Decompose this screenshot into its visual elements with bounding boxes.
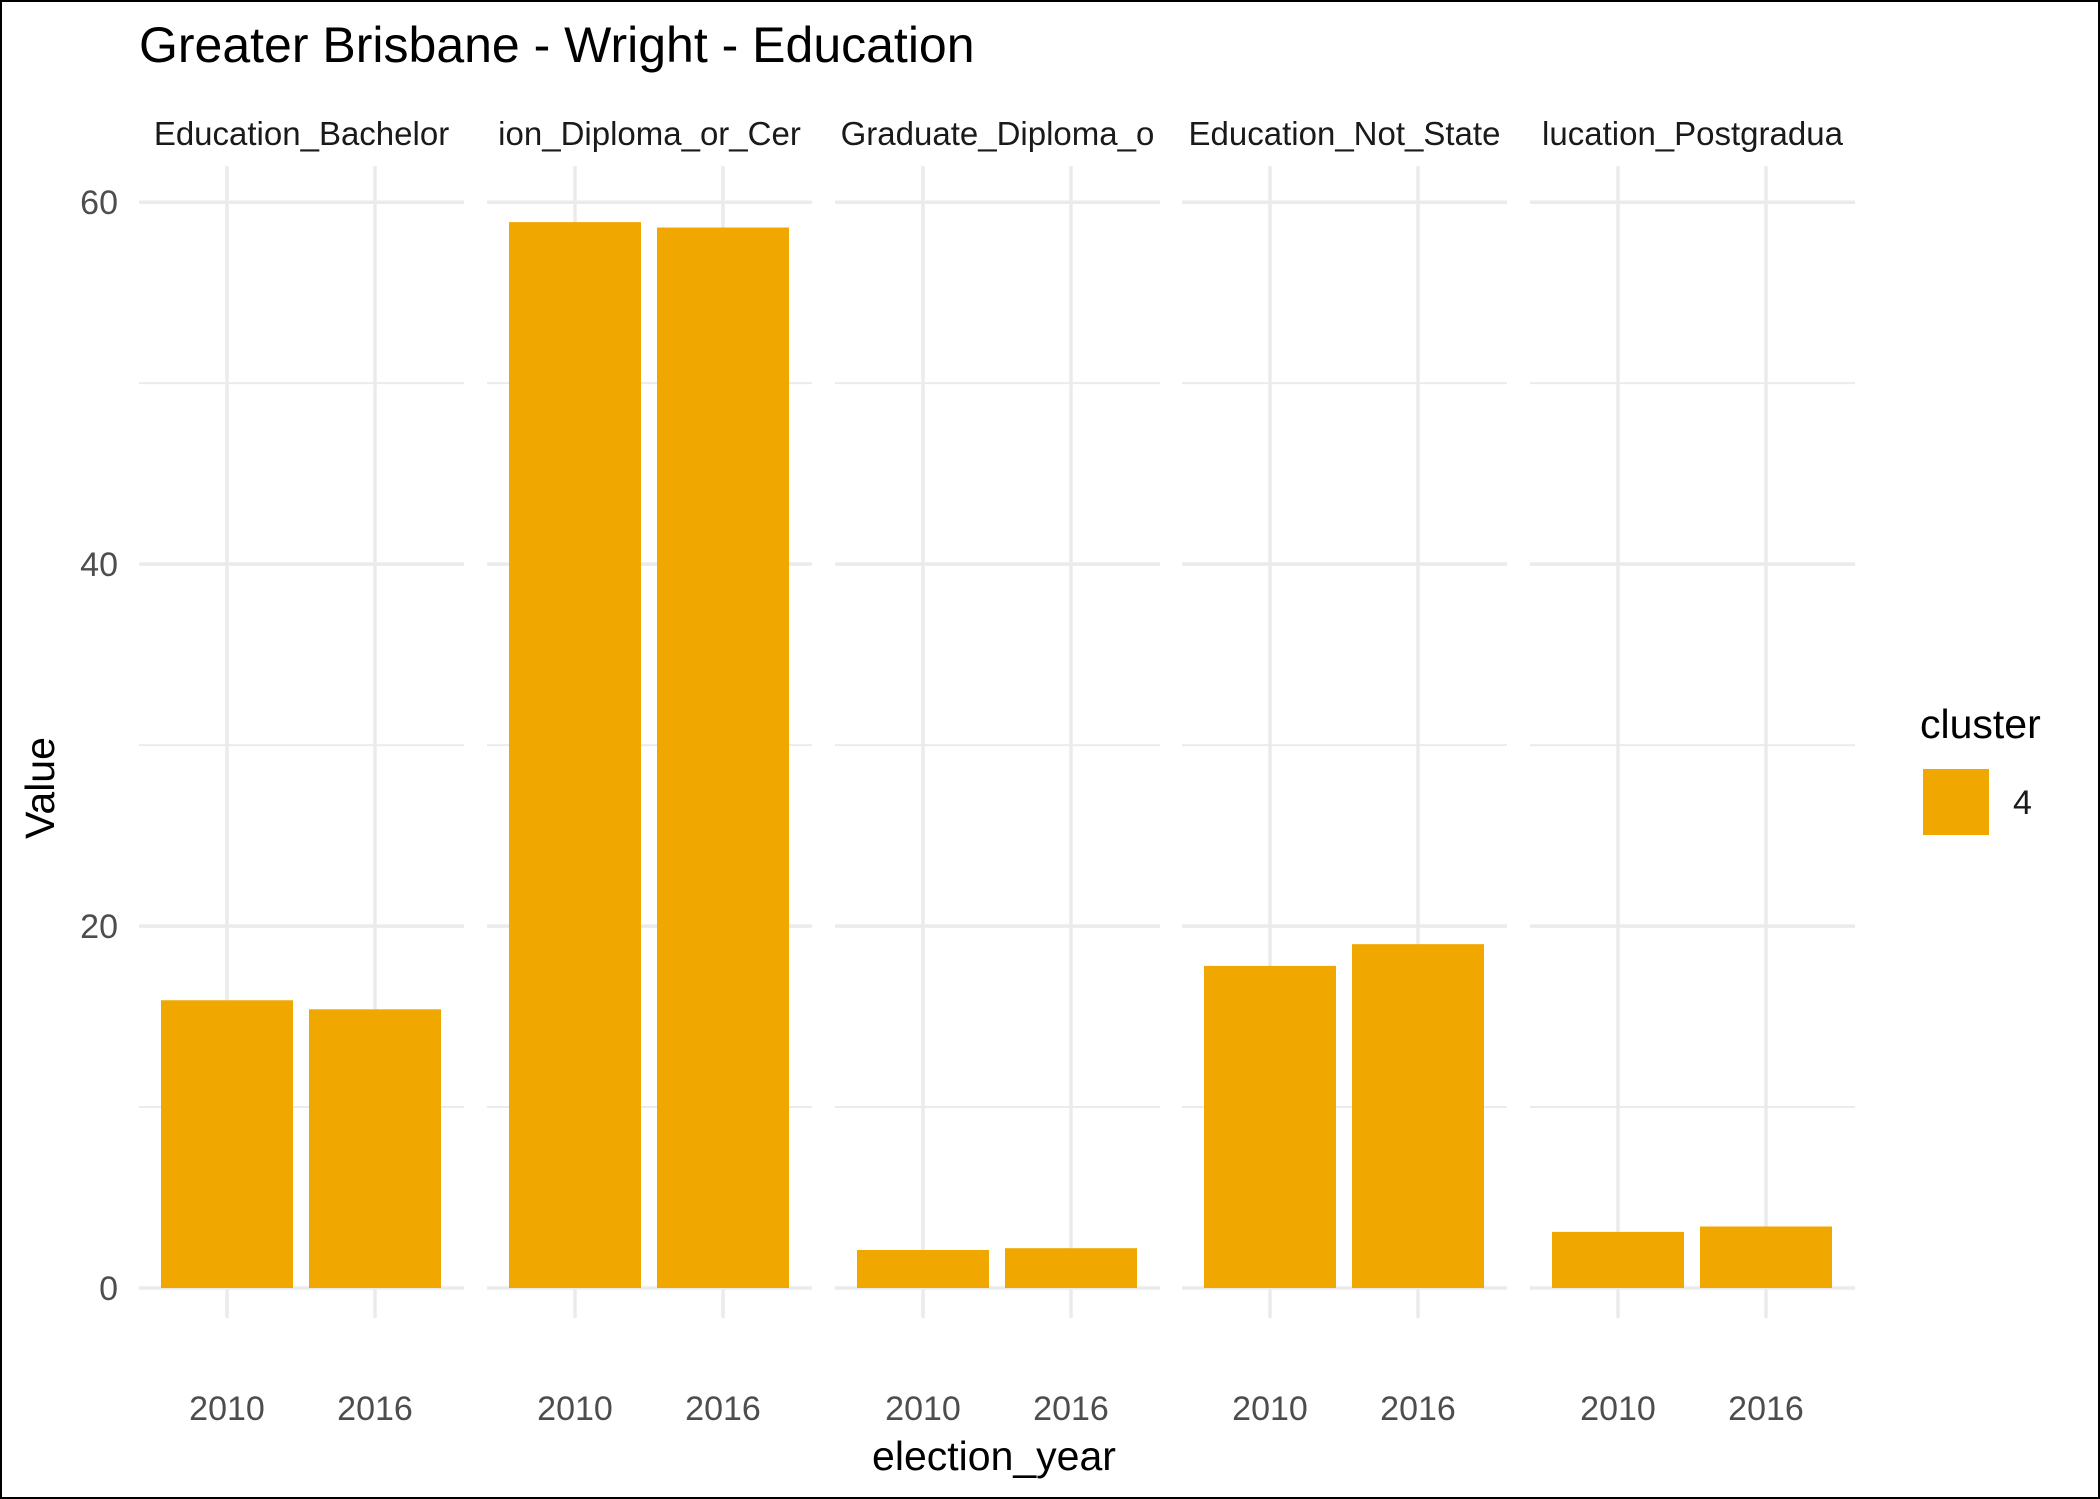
- facet-panel: 2010 2016 lucation_Postgradua: [1530, 115, 1855, 1428]
- x-tick-label: 2016: [337, 1390, 413, 1428]
- facet-strip-label: lucation_Postgradua: [1542, 115, 1844, 152]
- facet-panel: 2010 2016 Education_Bachelor: [139, 115, 464, 1428]
- x-tick-label: 2016: [1033, 1390, 1109, 1428]
- bar-2010: [1204, 965, 1336, 1288]
- y-tick-label: 0: [99, 1270, 118, 1308]
- legend-key-4: [1923, 769, 1989, 835]
- facet-panels: 2010 2016 Education_Bachelor 2010 2016 ion_Di…: [139, 115, 1855, 1428]
- legend-title: cluster: [1920, 701, 2041, 747]
- x-tick-label: 2010: [1580, 1390, 1656, 1428]
- x-tick-label: 2010: [1232, 1390, 1308, 1428]
- facet-panel: 2010 2016 ion_Diploma_or_Cer: [487, 115, 812, 1428]
- y-axis-ticks: 0 20 40 60: [80, 184, 118, 1308]
- x-tick-label: 2016: [685, 1390, 761, 1428]
- legend-label-4: 4: [2013, 784, 2032, 822]
- y-tick-label: 40: [80, 546, 118, 584]
- bar-2016: [1700, 1226, 1832, 1288]
- facet-strip-label: Graduate_Diploma_o: [841, 115, 1155, 152]
- bar-2016: [657, 227, 789, 1288]
- facet-strip-label: ion_Diploma_or_Cer: [498, 115, 801, 152]
- facet-panel: 2010 2016 Graduate_Diploma_o: [835, 115, 1160, 1428]
- bar-2010: [857, 1249, 989, 1288]
- bar-2016: [309, 1009, 441, 1288]
- bar-2010: [1552, 1231, 1684, 1288]
- x-axis-title: election_year: [872, 1433, 1116, 1479]
- y-tick-label: 20: [80, 908, 118, 946]
- x-tick-label: 2010: [885, 1390, 961, 1428]
- facet-strip-label: Education_Not_State: [1189, 115, 1501, 152]
- bar-2016: [1352, 944, 1484, 1288]
- legend: cluster 4: [1920, 701, 2041, 835]
- x-tick-label: 2016: [1380, 1390, 1456, 1428]
- x-tick-label: 2010: [537, 1390, 613, 1428]
- y-axis-title: Value: [17, 737, 63, 839]
- y-tick-label: 60: [80, 184, 118, 222]
- bar-2010: [161, 1000, 293, 1288]
- x-tick-label: 2016: [1728, 1390, 1804, 1428]
- facet-panel: 2010 2016 Education_Not_State: [1182, 115, 1507, 1428]
- x-tick-label: 2010: [189, 1390, 265, 1428]
- bar-2010: [509, 222, 641, 1289]
- facet-strip-label: Education_Bachelor: [154, 115, 449, 152]
- bar-2016: [1005, 1248, 1137, 1288]
- chart-title: Greater Brisbane - Wright - Education: [139, 17, 975, 73]
